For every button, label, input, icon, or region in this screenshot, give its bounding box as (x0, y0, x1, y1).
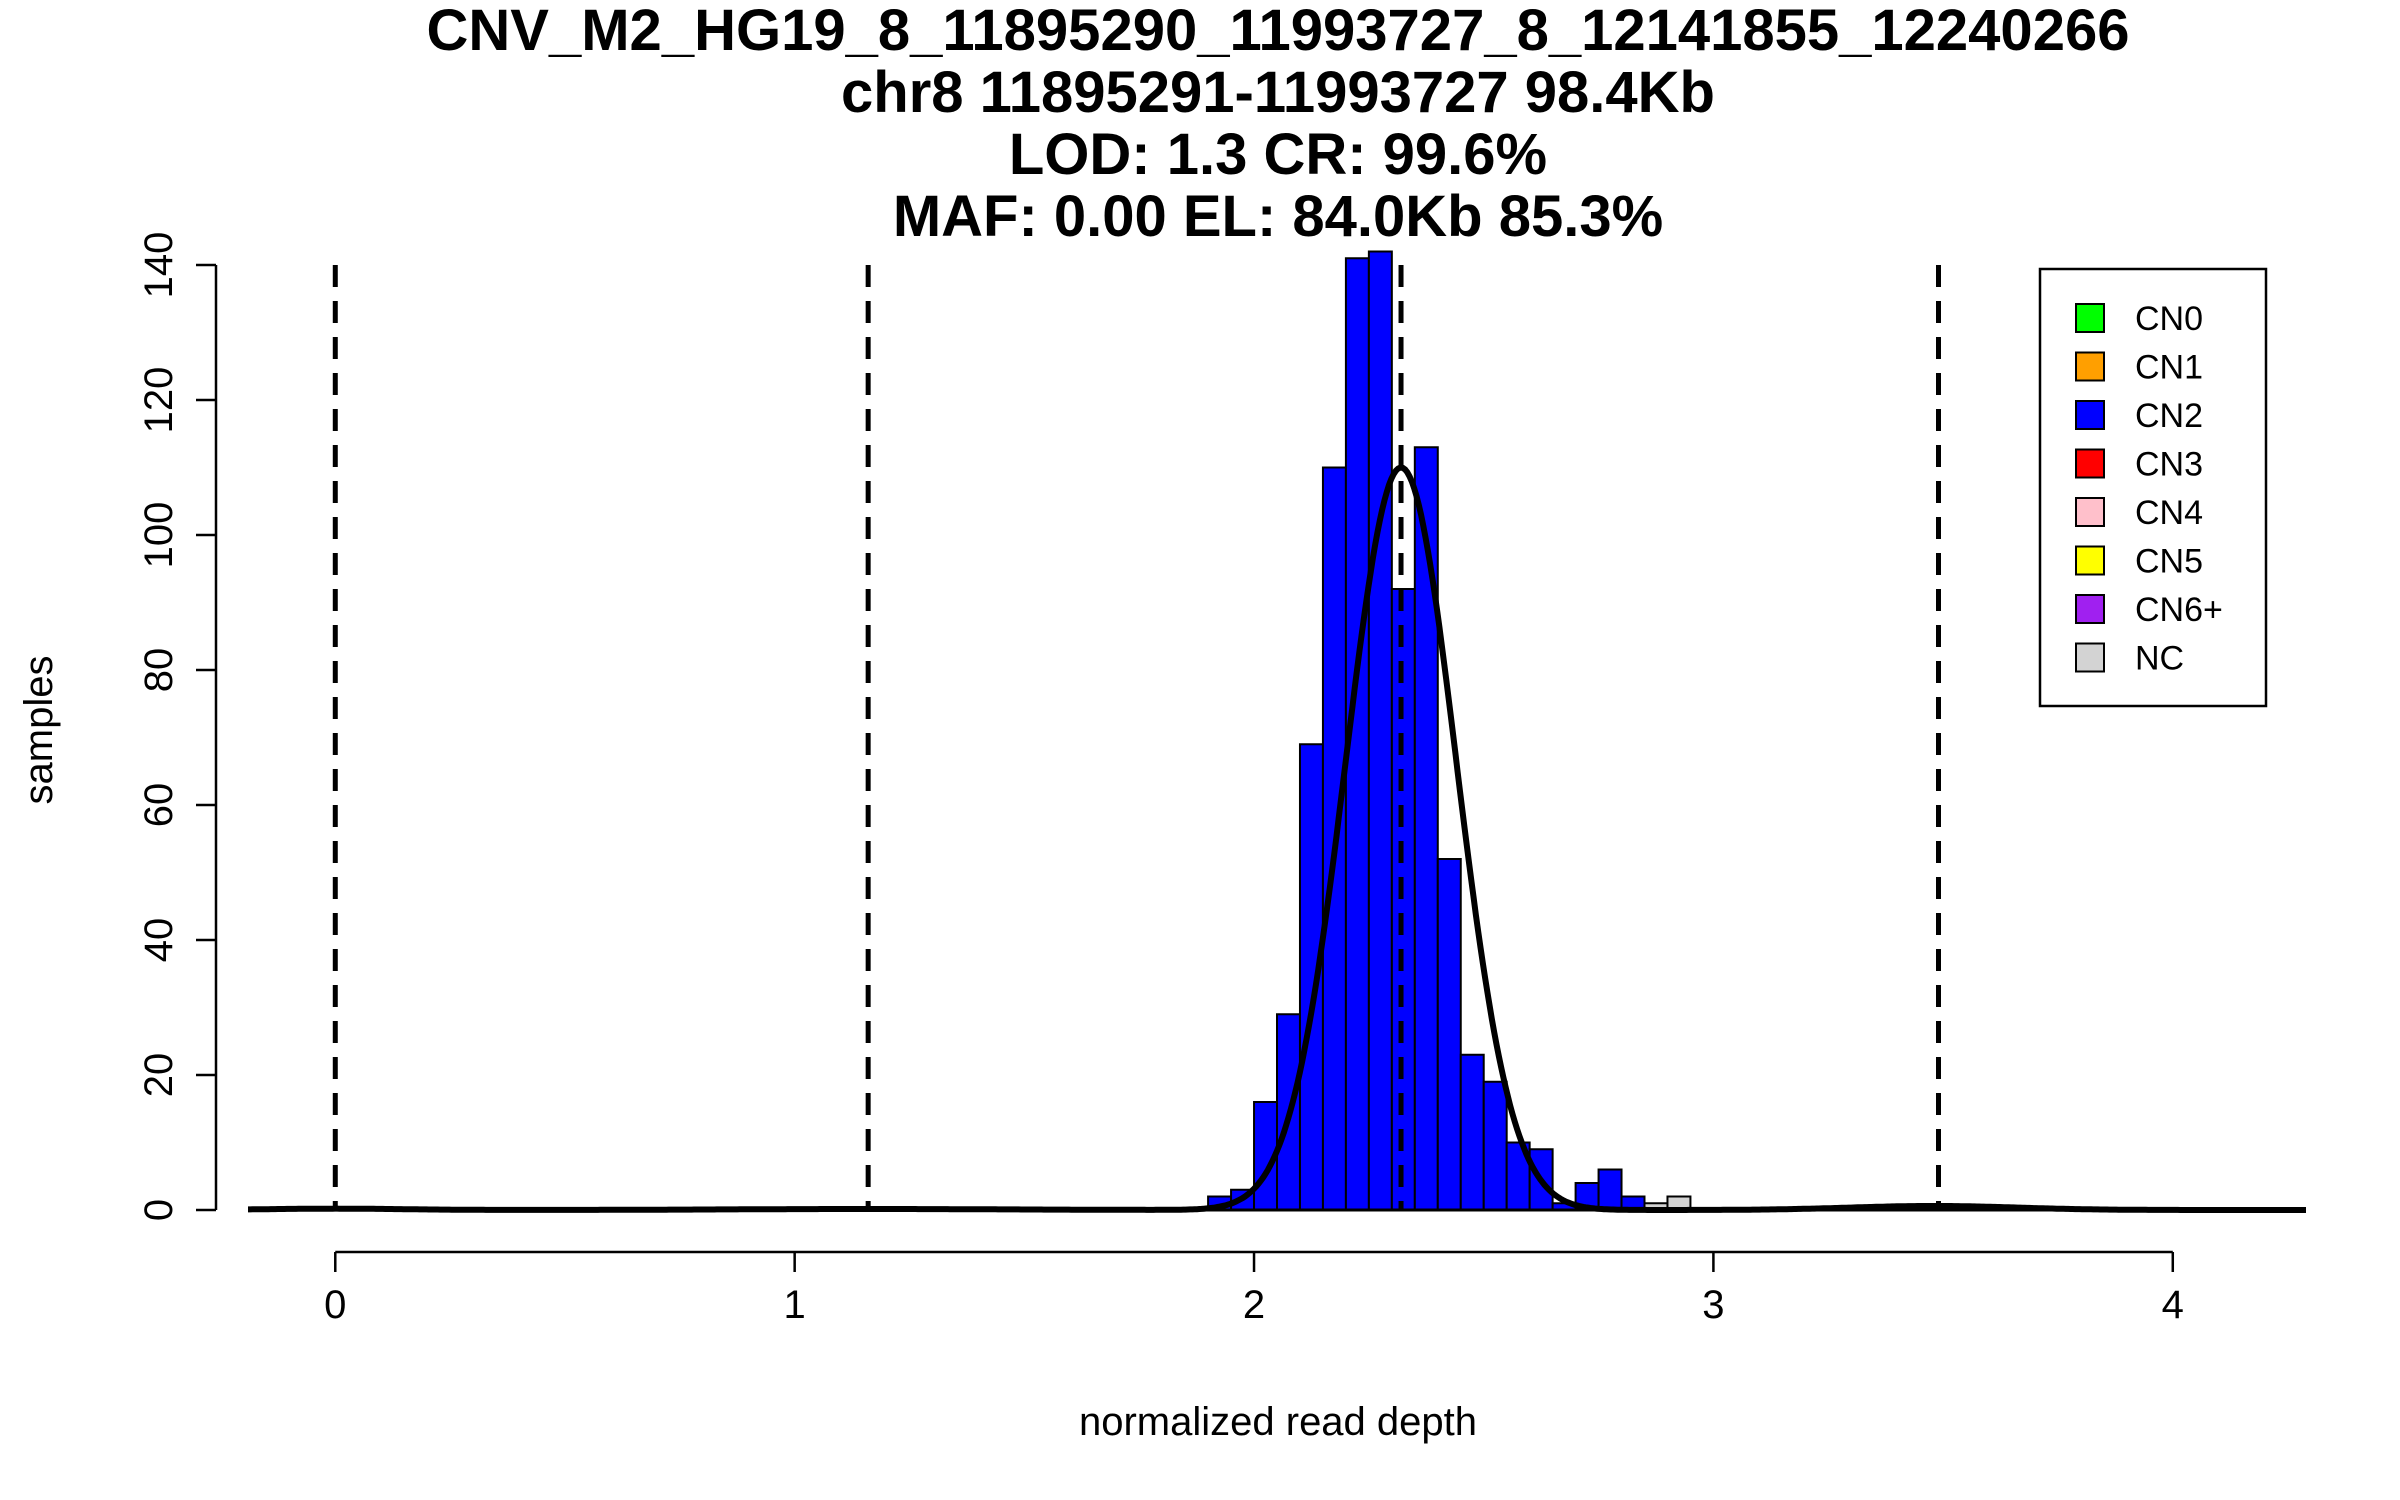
legend-swatch (2075, 400, 2105, 430)
legend: CN0 CN1 CN2 CN3 CN4 CN5 CN6+ NC (2038, 267, 2268, 708)
y-tick-label: 80 (137, 648, 181, 693)
legend-box (2038, 267, 2268, 708)
histogram-bar (1413, 446, 1439, 1211)
histogram-bar (1482, 1080, 1508, 1211)
y-tick-label: 0 (137, 1199, 181, 1221)
title-line-2: chr8 11895291-11993727 98.4Kb (841, 60, 1715, 125)
histogram-bar (1436, 858, 1462, 1211)
legend-swatch (2075, 303, 2105, 333)
legend-label: NC (2135, 640, 2184, 678)
y-tick-label: 60 (137, 783, 181, 828)
x-tick-label: 4 (2162, 1283, 2184, 1327)
histogram-bar (1459, 1053, 1485, 1211)
legend-swatch (2075, 448, 2105, 479)
title-line-4: MAF: 0.00 EL: 84.0Kb 85.3% (893, 184, 1663, 249)
x-tick-label: 1 (784, 1283, 806, 1327)
histogram-bars (1207, 250, 1692, 1211)
y-axis: 0 20 40 60 80 100 120 140 (137, 232, 218, 1221)
legend-swatch (2075, 497, 2105, 527)
y-axis-label: samples (17, 656, 61, 805)
x-tick-label: 0 (324, 1283, 346, 1327)
x-axis: 0 1 2 3 4 (324, 1250, 2184, 1327)
legend-swatch (2075, 594, 2105, 624)
x-tick-label: 2 (1243, 1283, 1265, 1327)
y-tick-label: 100 (137, 502, 181, 569)
legend-label: CN5 (2135, 543, 2203, 581)
y-tick-label: 40 (137, 918, 181, 963)
legend-label: CN3 (2135, 446, 2203, 484)
y-tick-label: 120 (137, 367, 181, 434)
y-tick-label: 20 (137, 1053, 181, 1098)
legend-label: CN4 (2135, 494, 2203, 532)
legend-label: CN2 (2135, 397, 2203, 435)
legend-swatch (2075, 642, 2105, 673)
y-tick-label: 140 (137, 232, 181, 299)
histogram-bar (1597, 1168, 1623, 1211)
legend-label: CN0 (2135, 300, 2203, 338)
title-line-1: CNV_M2_HG19_8_11895290_11993727_8_121418… (427, 0, 2130, 63)
x-axis-label: normalized read depth (1079, 1400, 1477, 1444)
x-tick-label: 3 (1702, 1283, 1724, 1327)
title-line-3: LOD: 1.3 CR: 99.6% (1009, 122, 1547, 187)
legend-swatch (2075, 545, 2105, 576)
threshold-lines (332, 265, 1941, 1210)
legend-swatch (2075, 351, 2105, 382)
legend-label: CN1 (2135, 349, 2203, 387)
histogram-bar (1367, 250, 1393, 1211)
chart-title: CNV_M2_HG19_8_11895290_11993727_8_121418… (427, 0, 2130, 249)
legend-label: CN6+ (2135, 591, 2223, 629)
